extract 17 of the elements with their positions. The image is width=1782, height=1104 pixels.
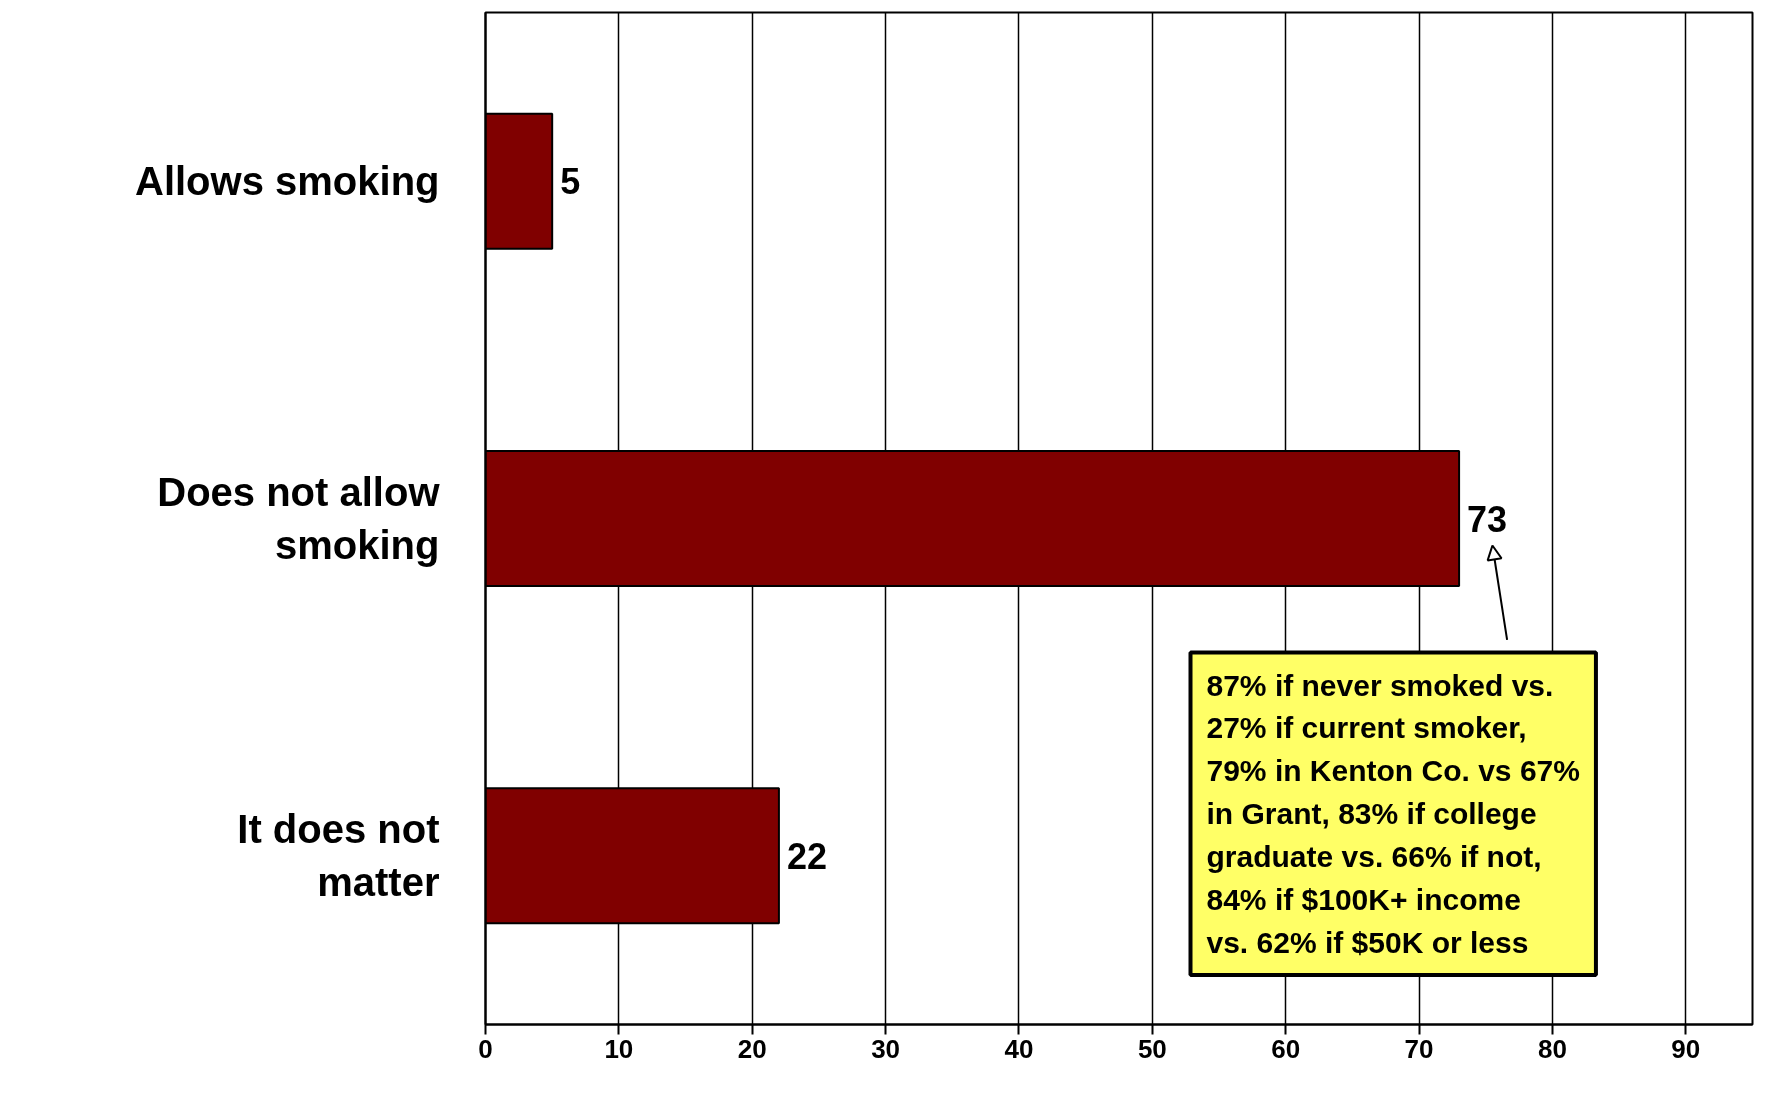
x-tick-label: 40 [1004, 1033, 1034, 1064]
x-tick-label: 0 [478, 1033, 493, 1064]
x-tick-label: 10 [604, 1033, 634, 1064]
y-tick-label: It does not matter [237, 807, 440, 905]
x-tick-label: 50 [1137, 1033, 1167, 1064]
x-tick-label: 60 [1271, 1033, 1301, 1064]
x-tick-label: 20 [737, 1033, 767, 1064]
data-label: 73 [1467, 498, 1508, 540]
y-tick-label: Does not allow smoking [157, 470, 441, 567]
x-tick-label: 30 [871, 1033, 901, 1064]
data-label: 22 [786, 835, 827, 877]
data-label: 5 [560, 161, 581, 203]
annotation: 87% if never smoked vs. 27% if current smoker, 79% in Kenton Co. vs 67% in Grant, 83% if college graduate vs. 66% if not, 84% if $100K+ income vs. 62% if $50K or less [1206, 668, 1580, 959]
x-tick-label: 90 [1671, 1033, 1701, 1064]
y-tick-label: Allows smoking [135, 159, 440, 204]
x-tick-label: 70 [1404, 1033, 1434, 1064]
x-tick-label: 80 [1537, 1033, 1567, 1064]
